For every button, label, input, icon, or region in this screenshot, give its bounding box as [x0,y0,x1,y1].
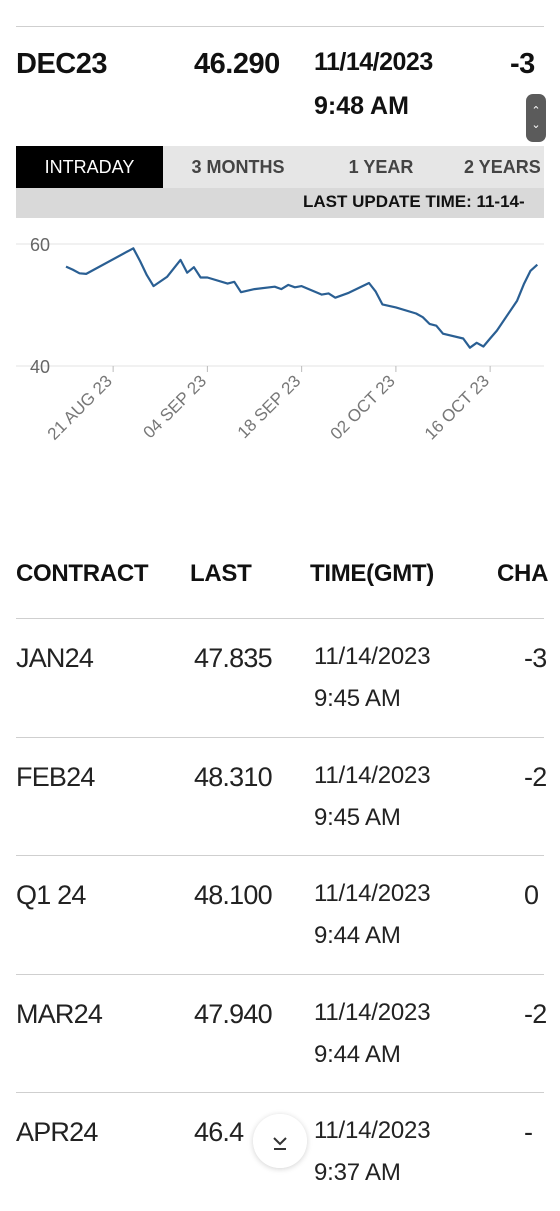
row-date: 11/14/2023 [314,880,431,907]
table-row[interactable] [16,618,544,737]
quote-contract: DEC23 [16,48,108,80]
tab-3-months[interactable]: 3 MONTHS [191,157,285,177]
quote-change: -3 [510,48,535,80]
last-update-time: LAST UPDATE TIME: 11-14- [303,192,525,211]
tab-1-year[interactable]: 1 YEAR [348,157,414,177]
table-row[interactable] [16,737,544,856]
timeframe-tabs: INTRADAY 3 MONTHS 1 YEAR 2 YEARS [16,146,544,188]
quote-last-price: 46.290 [194,48,280,80]
chart-x-tick-label: 18 SEP 23 [234,371,305,442]
row-contract: JAN24 [16,643,94,673]
table-divider [16,736,544,738]
chevron-up-icon: ⌃ [531,105,541,117]
chart-x-tick-label: 04 SEP 23 [140,371,211,442]
chevron-down-icon: ⌄ [531,119,541,131]
row-date: 11/14/2023 [314,1117,431,1144]
chart-series-line [65,247,539,349]
row-change: -2 [524,761,547,792]
row-time: 9:44 AM [314,922,401,949]
row-date: 11/14/2023 [314,998,431,1026]
col-header-change: CHA [497,560,549,587]
chart-y-tick-label: 60 [30,235,50,255]
row-contract: FEB24 [16,761,95,792]
row-time: 9:45 AM [314,803,401,831]
col-header-contract: CONTRACT [16,560,149,587]
table-divider [16,855,544,856]
table-row[interactable] [16,974,544,1093]
chart-y-tick-label: 40 [30,357,50,377]
row-last: 46.4 [194,1117,244,1147]
scroll-handle[interactable]: ⌃ ⌄ [526,94,546,142]
row-time: 9:37 AM [314,1159,401,1186]
col-header-time: TIME(GMT) [310,560,434,587]
quote-date: 11/14/2023 [314,48,433,76]
row-last: 48.310 [194,761,273,792]
row-time: 9:45 AM [314,685,401,712]
tab-2-years[interactable]: 2 YEARS [464,157,541,177]
row-contract: MAR24 [16,998,103,1029]
quote-time: 9:48 AM [314,92,409,120]
row-last: 48.100 [194,880,273,910]
col-header-last: LAST [190,560,252,587]
last-update-bar: LAST UPDATE TIME: 11-14- [16,188,544,218]
table-divider [16,618,544,619]
row-time: 9:44 AM [314,1040,401,1068]
row-last: 47.835 [194,643,273,673]
table-divider [16,1092,544,1093]
chart-x-tick-label: 16 OCT 23 [421,371,493,443]
scroll-down-button[interactable] [253,1114,307,1168]
chevron-down-icon [273,1137,287,1150]
row-change: 0 [524,880,539,910]
row-date: 11/14/2023 [314,761,431,789]
row-date: 11/14/2023 [314,643,431,670]
table-divider [16,973,544,975]
chart-x-tick-label: 02 OCT 23 [327,371,399,443]
tab-intraday[interactable]: INTRADAY [16,146,163,188]
row-contract: APR24 [16,1117,98,1147]
row-change: -3 [524,643,547,673]
row-last: 47.940 [194,998,273,1029]
row-change: - [524,1117,533,1147]
chart-x-tick-label: 21 AUG 23 [44,371,116,443]
table-row[interactable] [16,855,544,974]
row-contract: Q1 24 [16,880,86,910]
row-change: -2 [524,998,547,1029]
top-divider [16,26,544,27]
